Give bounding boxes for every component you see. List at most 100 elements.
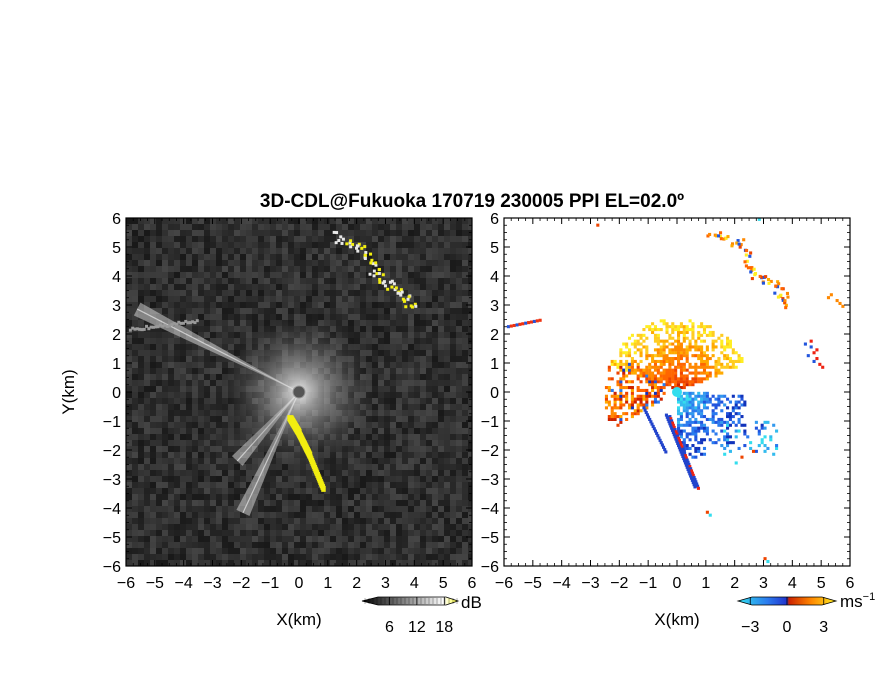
snr-noise-cell <box>276 536 282 542</box>
snr-noise-cell <box>312 224 318 230</box>
snr-noise-cell <box>138 248 144 254</box>
snr-noise-cell <box>348 554 354 560</box>
velocity-pixel <box>673 428 677 432</box>
snr-noise-cell <box>396 344 402 350</box>
snr-noise-cell <box>162 338 168 344</box>
snr-noise-cell <box>234 302 240 308</box>
snr-noise-cell <box>144 368 150 374</box>
snr-noise-cell <box>270 482 276 488</box>
snr-noise-cell <box>138 362 144 368</box>
snr-noise-cell <box>336 548 342 554</box>
velocity-pixel <box>668 383 672 387</box>
velocity-pixel <box>766 277 771 282</box>
velocity-pixel <box>697 441 701 445</box>
velocity-pixel <box>767 281 771 285</box>
snr-noise-cell <box>372 482 378 488</box>
snr-noise-cell <box>342 518 348 524</box>
snr-noise-cell <box>258 530 264 536</box>
snr-north-echo <box>396 291 400 295</box>
snr-noise-cell <box>396 440 402 446</box>
velocity-pixel <box>726 365 730 369</box>
snr-noise-cell <box>372 332 378 338</box>
snr-noise-cell <box>468 224 472 230</box>
snr-noise-cell <box>324 500 330 506</box>
snr-noise-cell <box>234 560 240 566</box>
snr-noise-cell <box>162 536 168 542</box>
snr-noise-cell <box>240 230 246 236</box>
velocity-pixel <box>697 409 701 413</box>
snr-noise-cell <box>276 224 282 230</box>
snr-noise-cell <box>126 434 132 440</box>
snr-noise-cell <box>306 296 312 302</box>
snr-noise-cell <box>456 284 462 290</box>
velocity-pixel <box>662 345 666 349</box>
velocity-pixel <box>679 348 683 352</box>
velocity-pixel <box>668 336 672 340</box>
snr-noise-cell <box>168 350 174 356</box>
snr-noise-cell <box>402 416 408 422</box>
velocity-pixel <box>607 403 611 407</box>
velocity-pixel <box>697 325 701 329</box>
velocity-pixel <box>694 348 698 352</box>
snr-noise-cell <box>378 254 384 260</box>
snr-noise-cell <box>342 476 348 482</box>
snr-noise-cell <box>330 242 336 248</box>
velocity-pixel <box>604 400 608 404</box>
velocity-pixel <box>682 441 686 445</box>
velocity-pixel <box>679 325 683 329</box>
snr-noise-cell <box>450 314 456 320</box>
snr-noise-cell <box>342 254 348 260</box>
snr-noise-cell <box>306 314 312 320</box>
velocity-pixel <box>679 403 683 407</box>
snr-noise-cell <box>126 230 132 236</box>
snr-noise-cell <box>462 452 468 458</box>
snr-noise-cell <box>390 500 396 506</box>
velocity-pixel <box>671 348 675 352</box>
snr-noise-cell <box>264 308 270 314</box>
snr-noise-cell <box>408 506 414 512</box>
snr-noise-cell <box>168 554 174 560</box>
snr-noise-cell <box>288 296 294 302</box>
snr-noise-cell <box>372 380 378 386</box>
snr-noise-cell <box>150 476 156 482</box>
snr-noise-cell <box>438 236 444 242</box>
snr-noise-cell <box>432 224 438 230</box>
velocity-pixel <box>659 365 663 369</box>
snr-noise-cell <box>468 542 472 548</box>
velocity-pixel <box>711 354 715 358</box>
snr-noise-cell <box>270 470 276 476</box>
velocity-pixel <box>648 328 652 332</box>
snr-noise-cell <box>342 236 348 242</box>
snr-noise-cell <box>216 548 222 554</box>
snr-noise-cell <box>348 260 354 266</box>
snr-noise-cell <box>408 344 414 350</box>
velocity-pixel <box>702 339 707 343</box>
snr-noise-cell <box>132 494 138 500</box>
snr-noise-cell <box>174 266 180 272</box>
velocity-pixel <box>700 452 704 456</box>
velocity-pixel <box>662 362 666 366</box>
velocity-pixel <box>679 400 683 404</box>
snr-noise-cell <box>408 404 414 410</box>
snr-noise-cell <box>216 332 222 338</box>
snr-noise-cell <box>384 470 390 476</box>
snr-noise-cell <box>372 416 378 422</box>
snr-noise-cell <box>438 368 444 374</box>
snr-noise-cell <box>438 392 444 398</box>
snr-noise-cell <box>204 314 210 320</box>
snr-noise-cell <box>276 284 282 290</box>
snr-noise-cell <box>138 392 144 398</box>
snr-noise-cell <box>402 494 408 500</box>
snr-noise-cell <box>240 224 246 230</box>
velocity-pixel <box>681 447 685 451</box>
velocity-pixel <box>674 348 678 352</box>
snr-noise-cell <box>462 248 468 254</box>
snr-noise-cell <box>210 368 216 374</box>
snr-noise-cell <box>330 512 336 518</box>
snr-noise-cell <box>378 344 384 350</box>
velocity-pixel <box>619 406 623 410</box>
snr-noise-cell <box>354 482 360 488</box>
snr-noise-cell <box>192 314 198 320</box>
snr-noise-cell <box>282 470 288 476</box>
snr-noise-cell <box>192 266 198 272</box>
